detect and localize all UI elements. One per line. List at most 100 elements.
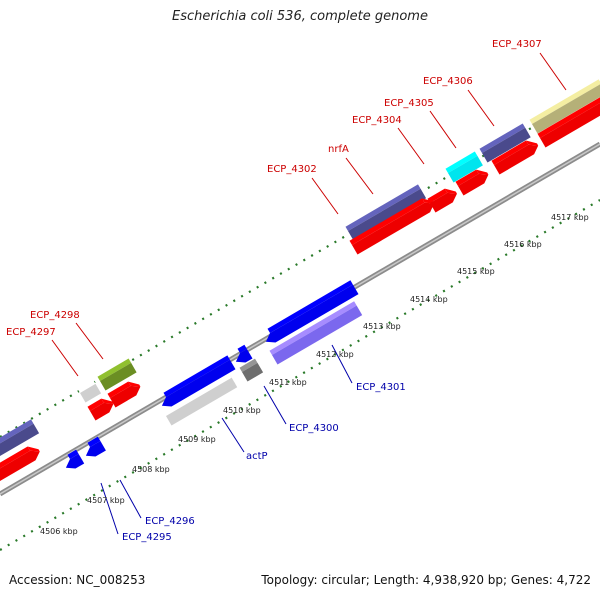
gene-block-ECP_4302-purple-top[interactable] xyxy=(345,184,421,231)
gene-arrow-actP[interactable] xyxy=(161,359,236,407)
callout-ECP_4304 xyxy=(397,127,425,165)
gene-label-ECP_4302[interactable]: ECP_4302 xyxy=(267,164,317,175)
gene-label-nrfA[interactable]: nrfA xyxy=(328,144,349,155)
gene-block-ECP_4305-cyan-top[interactable] xyxy=(445,151,478,174)
callout-ECP_4296 xyxy=(119,479,142,519)
gene-block-upper-left-purple[interactable] xyxy=(0,423,40,465)
gene-arrow-ECP_4302-top[interactable] xyxy=(349,198,425,245)
gene-label-ECP_4301[interactable]: ECP_4301 xyxy=(356,382,406,393)
gene-arrow-ECP_4301[interactable] xyxy=(265,284,359,343)
tick-label: 4512 kbp xyxy=(316,350,354,359)
gene-block-ECP_4306-purple-end[interactable] xyxy=(522,123,531,138)
callout-ECP_4298 xyxy=(75,322,104,360)
gene-block-ECP_4297-grey-top[interactable] xyxy=(77,379,96,393)
gene-arrow-ECP_4304-tip[interactable] xyxy=(476,169,489,175)
gene-arrow-nrfA[interactable] xyxy=(430,192,457,213)
gene-arrow-ECP_4306-top[interactable] xyxy=(491,140,529,166)
gene-arrow-ECP_4302[interactable] xyxy=(352,202,435,255)
gene-arrow-small-top[interactable] xyxy=(237,344,247,353)
gene-block-actP-grey-top[interactable] xyxy=(163,373,232,416)
gene-arrow-ECP_4297-tip[interactable] xyxy=(101,398,114,404)
gene-block-ECP_4300-darkgrey-end[interactable] xyxy=(255,358,264,373)
tick-label: 4508 kbp xyxy=(132,465,170,474)
gene-arrow-ECP_4301-top[interactable] xyxy=(267,280,353,333)
gene-block-ECP_4306-purple-top[interactable] xyxy=(479,123,526,154)
gene-label-ECP_4307[interactable]: ECP_4307 xyxy=(492,39,542,50)
gene-block-ECP_4298-olive-end[interactable] xyxy=(128,358,137,373)
gene-arrow-ECP_4295-top[interactable] xyxy=(67,449,79,459)
gene-block-ECP_4297-grey-end[interactable] xyxy=(93,379,102,394)
callout-ECP_4297 xyxy=(51,339,79,377)
gene-label-ECP_4296[interactable]: ECP_4296 xyxy=(145,516,195,527)
gene-block-ECP_4301-slateblue[interactable] xyxy=(272,305,363,365)
tick-label: 4511 kbp xyxy=(269,378,307,387)
gene-arrow-ECP_4304-top[interactable] xyxy=(455,169,479,186)
gene-label-ECP_4305[interactable]: ECP_4305 xyxy=(384,98,434,109)
gene-arrow-ECP_4307-top[interactable] xyxy=(537,93,600,138)
gene-arrow-ECP_4306[interactable] xyxy=(494,144,539,175)
tick-label: 4515 kbp xyxy=(457,267,495,276)
gene-label-ECP_4298[interactable]: ECP_4298 xyxy=(30,310,80,321)
tick-label: 4516 kbp xyxy=(504,240,542,249)
gene-arrow-plus-left-top[interactable] xyxy=(0,446,31,481)
gene-block-ECP_4307-khaki-top[interactable] xyxy=(529,79,600,124)
callout-ECP_4295 xyxy=(100,482,119,535)
callout-ECP_4307 xyxy=(539,52,567,91)
gene-arrow-actP-top[interactable] xyxy=(163,355,230,397)
gene-arrow-ECP_4307[interactable] xyxy=(540,98,600,148)
gene-arrow-ECP_4296[interactable] xyxy=(85,441,106,457)
map-title: Escherichia coli 536, complete genome xyxy=(172,9,428,24)
gene-arrow-ECP_4298[interactable] xyxy=(110,385,141,408)
gene-arrow-ECP_4298-top[interactable] xyxy=(107,381,131,398)
gene-block-ECP_4306-purple[interactable] xyxy=(482,127,531,163)
gene-block-upper-left-purple-end[interactable] xyxy=(31,419,40,434)
gene-block-ECP_4301-slateblue-top[interactable] xyxy=(269,301,357,355)
callout-ECP_4306 xyxy=(467,89,495,127)
gene-arrow-plus-left-tip[interactable] xyxy=(27,446,40,452)
tick-label: 4513 kbp xyxy=(363,322,401,331)
gene-arrow-nrfA-top[interactable] xyxy=(427,188,448,203)
gene-block-ECP_4300-darkgrey-top[interactable] xyxy=(239,358,258,372)
gene-block-ECP_4297-grey[interactable] xyxy=(80,383,102,403)
gene-label-ECP_4300[interactable]: ECP_4300 xyxy=(289,423,339,434)
gene-block-upper-left-purple-top[interactable] xyxy=(0,419,34,455)
gene-arrow-ECP_4297[interactable] xyxy=(90,402,114,421)
gene-arrow-ECP_4306-tip[interactable] xyxy=(526,140,539,146)
gene-block-ECP_4302-purple[interactable] xyxy=(348,188,427,241)
callout-nrfA xyxy=(345,157,374,195)
tick-label: 4510 kbp xyxy=(223,406,261,415)
gene-arrow-ECP_4304[interactable] xyxy=(458,173,489,196)
gene-arrow-nrfA-tip[interactable] xyxy=(444,188,457,194)
gene-arrow-ECP_4297-top[interactable] xyxy=(87,398,104,411)
callout-ECP_4301 xyxy=(331,344,353,384)
tick-label: 4517 kbp xyxy=(551,213,589,222)
tick-label: 4509 kbp xyxy=(178,435,216,444)
gene-arrow-ECP_4295[interactable] xyxy=(65,454,85,469)
gene-block-ECP_4300-darkgrey[interactable] xyxy=(242,362,264,382)
gene-block-ECP_4301-slateblue-end[interactable] xyxy=(354,301,363,316)
gene-block-ECP_4305-cyan[interactable] xyxy=(448,155,483,183)
tick-label: 4506 kbp xyxy=(40,527,78,536)
gene-arrow-ECP_4295-end[interactable] xyxy=(76,449,85,464)
gene-block-ECP_4298-olive[interactable] xyxy=(100,362,137,391)
gene-label-ECP_4297[interactable]: ECP_4297 xyxy=(6,327,56,338)
gene-label-ECP_4304[interactable]: ECP_4304 xyxy=(352,115,402,126)
tick-label: 4514 kbp xyxy=(410,295,448,304)
gene-arrow-small[interactable] xyxy=(235,349,253,363)
gene-arrow-ECP_4296-top[interactable] xyxy=(87,436,101,447)
gene-block-actP-grey-end[interactable] xyxy=(229,373,238,388)
gene-label-ECP_4295[interactable]: ECP_4295 xyxy=(122,532,172,543)
gene-block-actP-grey[interactable] xyxy=(166,377,238,426)
gene-label-ECP_4306[interactable]: ECP_4306 xyxy=(423,76,473,87)
callout-ECP_4300 xyxy=(263,385,287,425)
tick-label: 4507 kbp xyxy=(87,496,125,505)
accession-text: Accession: NC_008253 xyxy=(9,573,146,587)
callout-actP xyxy=(221,417,245,453)
gene-label-actP[interactable]: actP xyxy=(246,451,268,462)
topology-text: Topology: circular; Length: 4,938,920 bp… xyxy=(261,573,591,587)
gene-arrow-ECP_4298-tip[interactable] xyxy=(128,381,141,387)
gene-block-ECP_4307-khaki[interactable] xyxy=(532,84,600,134)
gene-arrow-plus-left[interactable] xyxy=(0,450,40,490)
gene-block-ECP_4298-olive-top[interactable] xyxy=(97,358,132,382)
